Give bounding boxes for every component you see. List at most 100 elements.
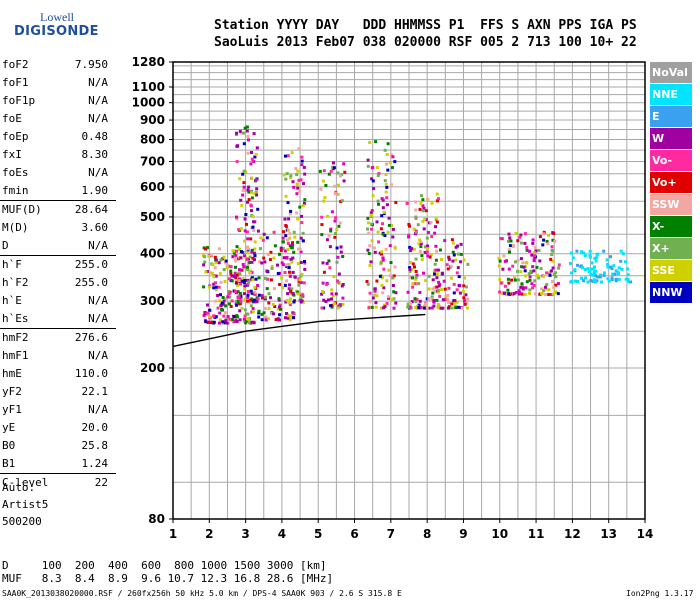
autoscaling-label: Auto: <box>2 481 36 494</box>
legend-item: E <box>650 106 692 127</box>
echo-point <box>439 248 442 252</box>
echo-point <box>595 252 599 256</box>
echo-point <box>521 286 525 290</box>
echo-point <box>375 166 379 170</box>
echo-point <box>576 263 579 267</box>
echo-point <box>514 232 518 235</box>
echo-point <box>222 268 226 271</box>
echo-point <box>212 282 216 286</box>
echo-point <box>291 180 295 184</box>
echo-point <box>462 284 466 288</box>
echo-point <box>447 255 451 259</box>
echo-point <box>239 299 243 303</box>
echo-point <box>299 261 303 264</box>
echo-point <box>250 291 254 295</box>
echo-point <box>594 259 598 263</box>
echo-point <box>298 248 302 251</box>
echo-point <box>457 305 461 309</box>
param-row: B1 1.24 <box>0 455 116 474</box>
echo-point <box>378 274 382 278</box>
echo-point <box>370 222 374 226</box>
echo-point <box>366 282 370 286</box>
echo-point <box>392 274 396 278</box>
param-value: 25.8 <box>81 439 109 452</box>
echo-point <box>250 250 254 254</box>
echo-point <box>268 258 272 262</box>
echo-point <box>322 306 326 310</box>
echo-point <box>233 271 237 275</box>
echo-point <box>609 255 612 259</box>
echo-point <box>234 254 238 258</box>
echo-point <box>588 249 592 253</box>
echo-point <box>506 277 510 281</box>
y-tick-label: 600 <box>140 180 165 194</box>
echo-point <box>238 248 241 251</box>
echo-point <box>414 270 418 273</box>
echo-point <box>226 315 230 318</box>
echo-point <box>229 272 233 276</box>
echo-point <box>531 238 535 242</box>
echo-point <box>329 304 333 308</box>
echo-point <box>535 273 539 277</box>
echo-point <box>290 260 294 264</box>
echo-point <box>255 146 259 150</box>
echo-point <box>267 292 271 296</box>
echo-point <box>531 241 535 245</box>
param-row: foEs N/A <box>0 164 116 182</box>
echo-point <box>299 281 303 284</box>
echo-point <box>409 260 412 264</box>
echo-point <box>583 254 587 258</box>
echo-point <box>385 162 388 166</box>
echo-point <box>434 289 438 293</box>
echo-point <box>303 260 306 263</box>
echo-point <box>390 298 394 302</box>
echo-point <box>265 287 269 291</box>
echo-point <box>426 231 430 234</box>
echo-point <box>580 250 583 254</box>
echo-point <box>430 235 434 239</box>
echo-point <box>245 125 249 129</box>
echo-point <box>235 160 239 164</box>
echo-point <box>590 267 593 271</box>
echo-point <box>520 265 524 269</box>
echo-point <box>408 245 412 249</box>
echo-point <box>255 193 259 197</box>
echo-point <box>295 192 299 196</box>
echo-point <box>624 277 628 281</box>
echo-point <box>375 279 379 283</box>
echo-point <box>440 258 443 262</box>
echo-point <box>210 253 213 257</box>
param-value: 0.48 <box>81 130 109 143</box>
echo-point <box>230 274 234 278</box>
echo-point <box>303 172 307 176</box>
echo-point <box>302 165 306 169</box>
echo-point <box>237 270 241 274</box>
echo-point <box>385 185 389 189</box>
echo-point <box>368 299 372 303</box>
echo-point <box>325 282 329 286</box>
echo-point <box>434 218 438 222</box>
echo-point <box>508 236 512 240</box>
echo-point <box>421 209 425 213</box>
echo-point <box>382 306 386 310</box>
echo-point <box>231 255 235 259</box>
echo-point <box>434 225 437 229</box>
echo-point <box>516 239 520 243</box>
echo-point <box>407 235 411 239</box>
legend-item: X- <box>650 216 692 237</box>
echo-point <box>466 297 470 301</box>
echo-point <box>587 270 591 273</box>
echo-point <box>449 264 453 268</box>
echo-point <box>465 306 469 310</box>
echo-point <box>219 258 223 262</box>
echo-point <box>522 265 526 269</box>
param-row: h`F 255.0 <box>0 256 116 274</box>
echo-point <box>237 228 241 232</box>
echo-point <box>327 234 331 238</box>
echo-point <box>241 172 245 176</box>
echo-point <box>271 302 275 306</box>
echo-point <box>461 289 465 293</box>
echo-point <box>463 276 467 280</box>
echo-point <box>282 256 286 260</box>
echo-point <box>288 244 292 248</box>
